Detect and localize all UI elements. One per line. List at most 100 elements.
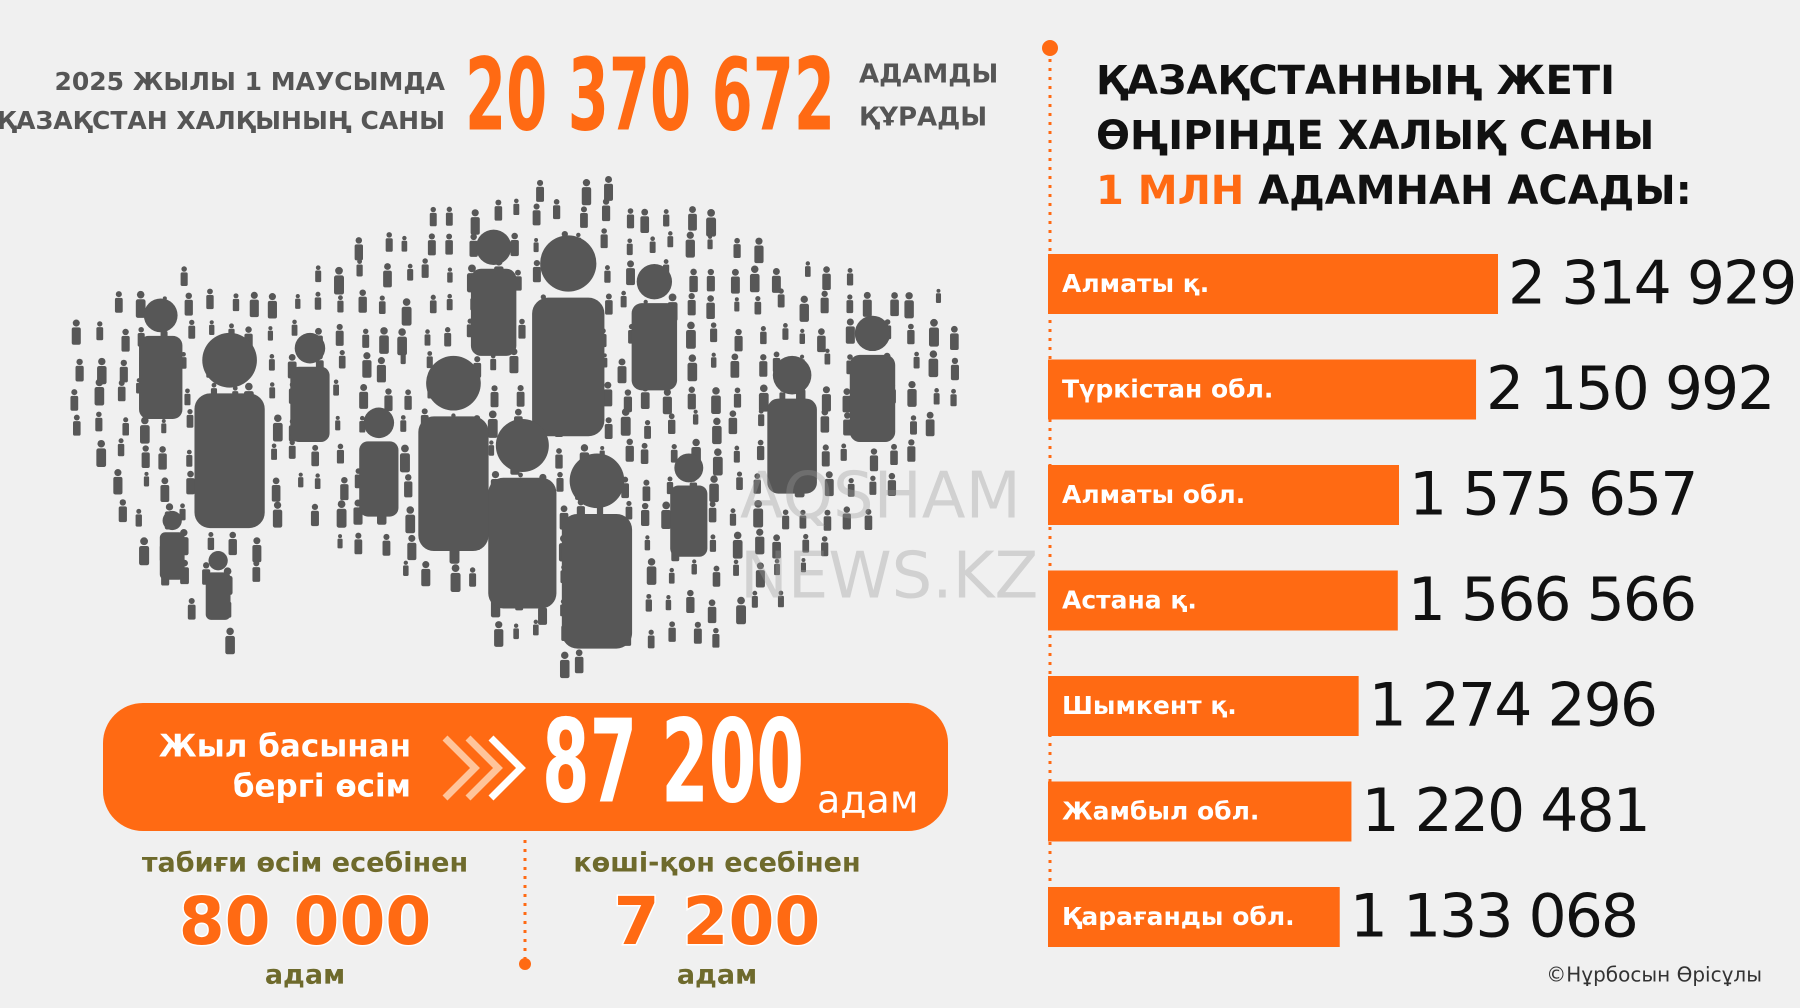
person-head xyxy=(708,234,713,239)
person-body xyxy=(668,627,676,642)
person-body xyxy=(820,416,830,433)
person-body xyxy=(272,509,283,528)
person-head xyxy=(824,509,831,516)
person-head xyxy=(692,559,697,564)
person-head xyxy=(821,290,828,297)
person-head xyxy=(778,288,784,294)
person-head xyxy=(891,443,897,450)
person-head xyxy=(405,474,412,481)
person-head xyxy=(315,473,320,478)
person-body xyxy=(758,414,765,427)
person-body xyxy=(667,236,674,248)
person-body xyxy=(141,452,150,468)
person-body xyxy=(685,239,695,258)
person-body xyxy=(96,327,104,341)
person-head xyxy=(533,203,540,210)
person-head xyxy=(734,297,739,302)
person-head xyxy=(731,268,739,276)
person-body xyxy=(732,540,743,559)
person-body xyxy=(842,513,851,530)
person-body xyxy=(161,423,167,434)
person-body xyxy=(670,449,678,463)
person-head xyxy=(143,298,178,333)
person-head xyxy=(713,417,721,426)
person-head xyxy=(757,439,764,446)
header-suffix: АДАМДЫ xyxy=(859,60,998,90)
person-body xyxy=(184,299,193,316)
person-body xyxy=(733,244,741,259)
person-body xyxy=(538,607,548,625)
person-body xyxy=(469,573,477,587)
person-body xyxy=(267,300,277,319)
person-body xyxy=(706,275,715,292)
person-head xyxy=(929,350,938,358)
person-head xyxy=(181,266,187,272)
person-body xyxy=(160,485,170,502)
person-body xyxy=(335,330,344,346)
person-body xyxy=(840,448,847,461)
person-body xyxy=(122,422,129,436)
person-body xyxy=(820,297,829,314)
person-head xyxy=(624,389,632,396)
person-body xyxy=(400,354,406,365)
person-body xyxy=(734,301,740,312)
person-head xyxy=(295,294,300,299)
person-head xyxy=(783,323,788,328)
person-head xyxy=(447,293,452,299)
person-head xyxy=(710,322,717,328)
person-body xyxy=(847,483,855,497)
person-head xyxy=(533,259,541,267)
person-head xyxy=(643,299,648,305)
person-body xyxy=(518,324,526,339)
part-unit: адам xyxy=(677,960,757,991)
person-head xyxy=(626,500,632,507)
person-body xyxy=(509,355,519,374)
person-body xyxy=(862,299,872,317)
person-head xyxy=(357,259,363,264)
bar xyxy=(1048,676,1359,736)
person-head xyxy=(491,470,500,479)
person-body xyxy=(418,416,489,552)
person-head xyxy=(202,332,257,388)
person-body xyxy=(516,391,525,407)
person-head xyxy=(711,352,716,357)
person-head xyxy=(604,381,612,389)
person-body xyxy=(728,417,738,435)
person-head xyxy=(800,328,805,334)
person-head xyxy=(355,237,363,244)
person-head xyxy=(208,551,228,571)
person-body xyxy=(754,301,762,315)
person-body xyxy=(849,354,896,442)
person-head xyxy=(556,448,562,454)
person-head xyxy=(271,443,277,449)
person-head xyxy=(626,438,633,446)
person-body xyxy=(644,425,651,439)
person-body xyxy=(800,562,807,573)
person-body xyxy=(271,485,281,502)
person-body xyxy=(845,326,855,344)
person-head xyxy=(188,597,195,605)
person-head xyxy=(847,294,853,300)
person-body xyxy=(642,486,651,502)
person-head xyxy=(694,621,701,628)
person-head xyxy=(274,414,282,423)
person-body xyxy=(376,364,386,383)
person-head xyxy=(517,385,524,392)
person-body xyxy=(907,330,915,345)
person-body xyxy=(407,269,414,281)
person-head xyxy=(561,651,569,660)
person-body xyxy=(315,270,322,283)
value-label: 1 566 566 xyxy=(1408,565,1695,635)
person-body xyxy=(925,419,935,437)
person-head xyxy=(384,263,391,270)
person-body xyxy=(333,384,339,396)
person-body xyxy=(290,366,330,442)
person-head xyxy=(315,291,321,297)
person-head xyxy=(560,505,568,513)
person-body xyxy=(823,516,832,531)
person-body xyxy=(444,333,452,347)
person-body xyxy=(709,539,717,552)
person-body xyxy=(712,634,720,648)
person-head xyxy=(425,329,430,334)
person-head xyxy=(97,321,103,327)
